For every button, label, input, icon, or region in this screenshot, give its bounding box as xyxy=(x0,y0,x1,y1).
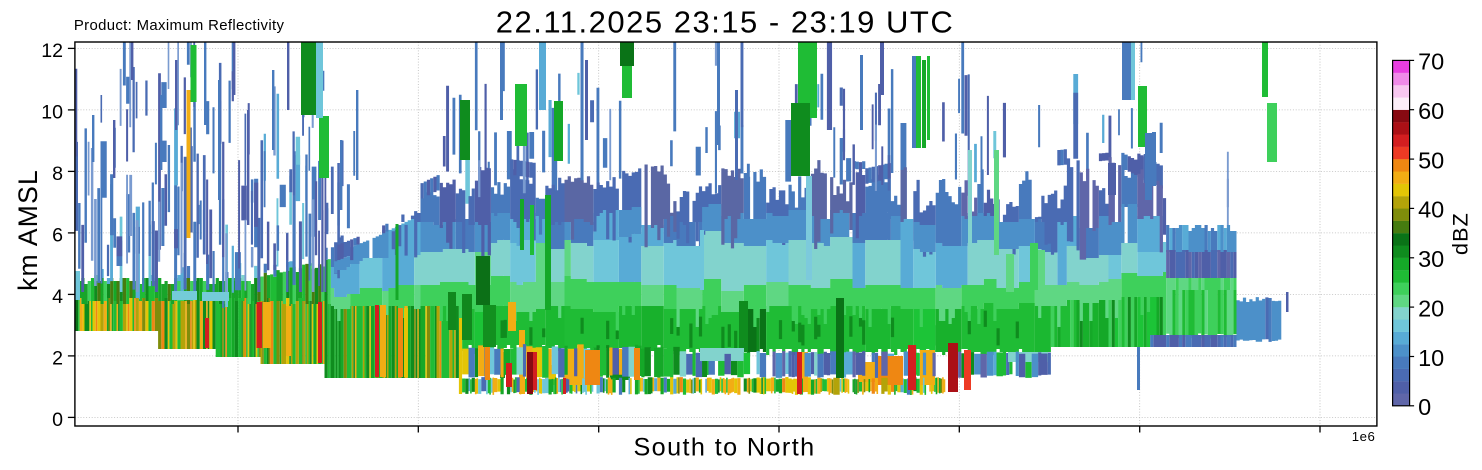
svg-text:0: 0 xyxy=(52,409,63,431)
svg-text:10: 10 xyxy=(41,102,63,124)
svg-text:6: 6 xyxy=(52,225,63,247)
svg-text:30: 30 xyxy=(1418,246,1444,272)
svg-text:60: 60 xyxy=(1418,98,1444,124)
svg-text:South to North: South to North xyxy=(633,433,815,461)
svg-text:22.11.2025 23:15 - 23:19 UTC: 22.11.2025 23:15 - 23:19 UTC xyxy=(496,4,955,39)
svg-text:50: 50 xyxy=(1418,147,1444,173)
svg-text:4: 4 xyxy=(52,286,63,308)
svg-text:1e6: 1e6 xyxy=(1352,429,1376,444)
svg-text:12: 12 xyxy=(41,40,63,62)
svg-text:0: 0 xyxy=(1418,394,1431,420)
svg-text:km AMSL: km AMSL xyxy=(13,169,43,291)
svg-text:2: 2 xyxy=(52,348,63,370)
svg-text:8: 8 xyxy=(52,163,63,185)
svg-text:Product: Maximum Reflectivity: Product: Maximum Reflectivity xyxy=(74,18,285,34)
svg-text:dBZ: dBZ xyxy=(1449,212,1473,255)
svg-text:40: 40 xyxy=(1418,197,1444,223)
svg-text:20: 20 xyxy=(1418,295,1444,321)
svg-text:70: 70 xyxy=(1418,49,1444,75)
svg-text:10: 10 xyxy=(1418,345,1444,371)
